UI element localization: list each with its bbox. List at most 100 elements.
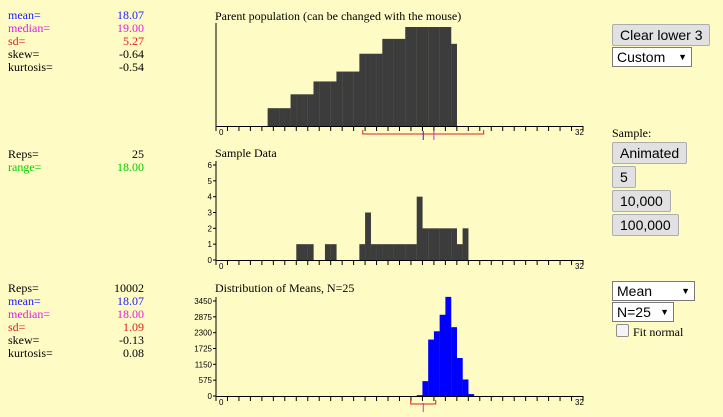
bar bbox=[428, 228, 435, 260]
bar bbox=[405, 244, 412, 260]
bar bbox=[302, 94, 308, 126]
bar bbox=[319, 81, 326, 126]
stat-row-kurtosis: kurtosis= -0.54 bbox=[8, 61, 144, 74]
chevron-down-icon: ▼ bbox=[681, 286, 690, 296]
stat-value: 0.08 bbox=[123, 346, 144, 360]
bar bbox=[433, 331, 440, 396]
bar bbox=[393, 244, 400, 260]
fit-normal-checkbox[interactable] bbox=[616, 324, 629, 337]
stat-label: Reps= bbox=[8, 147, 39, 161]
stat-value: 10002 bbox=[114, 281, 144, 295]
bar bbox=[388, 38, 394, 126]
x-tick-label: 0 bbox=[219, 262, 224, 271]
stat-row-skew: skew= -0.13 bbox=[8, 334, 144, 347]
bar bbox=[433, 228, 440, 260]
bar bbox=[422, 27, 429, 126]
fit-normal-control[interactable]: Fit normal bbox=[616, 324, 683, 340]
bar bbox=[330, 81, 337, 126]
bar bbox=[284, 108, 291, 126]
x-tick-label: 32 bbox=[575, 398, 584, 407]
statistic-select[interactable]: Mean ▼ bbox=[612, 281, 695, 301]
bar bbox=[307, 94, 314, 126]
stat-label: sd= bbox=[8, 320, 26, 334]
bar bbox=[405, 27, 412, 126]
stat-value: 19.00 bbox=[117, 21, 144, 35]
bar bbox=[422, 381, 429, 396]
x-tick-label: 0 bbox=[219, 398, 224, 407]
means-chart: 0 32 0 575 1150 1725 2300 2875 3450 bbox=[194, 296, 584, 412]
stat-value: -0.54 bbox=[119, 60, 144, 74]
parent-chart[interactable]: 0 32 bbox=[200, 20, 592, 145]
x-tick-label: 32 bbox=[575, 128, 584, 137]
animated-button[interactable]: Animated bbox=[612, 142, 688, 164]
x-tick-label: 0 bbox=[219, 128, 224, 137]
distribution-select[interactable]: Custom ▼ bbox=[612, 47, 692, 67]
stat-row-kurtosis: kurtosis= 0.08 bbox=[8, 347, 144, 360]
y-tick-label: 3450 bbox=[194, 297, 212, 306]
means-stats: Reps= 10002 mean= 18.07 median= 18.00 sd= 1.09 s… bbox=[8, 282, 144, 360]
sample-stats: Reps= 25 range= 18.00 bbox=[8, 148, 144, 174]
means-title: Distribution of Means, N=25 bbox=[215, 281, 355, 295]
bar bbox=[468, 394, 475, 396]
bar bbox=[428, 27, 435, 126]
bar bbox=[399, 244, 406, 260]
fit-normal-label: Fit normal bbox=[633, 325, 684, 339]
stat-value: 1.09 bbox=[123, 320, 144, 334]
chevron-down-icon: ▼ bbox=[660, 307, 669, 317]
bar bbox=[382, 38, 389, 126]
stat-label: mean= bbox=[8, 8, 41, 22]
distribution-select-value: Custom bbox=[617, 49, 666, 65]
bar bbox=[376, 244, 383, 260]
stat-row-range: range= 18.00 bbox=[8, 161, 144, 174]
n-select[interactable]: N=25 ▼ bbox=[612, 302, 674, 322]
bar bbox=[342, 71, 349, 126]
bar bbox=[273, 108, 280, 126]
stat-label: range= bbox=[8, 160, 42, 174]
bar bbox=[290, 94, 297, 126]
bar bbox=[416, 196, 423, 260]
bar bbox=[324, 81, 331, 126]
bar bbox=[451, 43, 457, 126]
bar bbox=[399, 38, 406, 126]
bar bbox=[416, 395, 423, 396]
stat-value: 18.07 bbox=[117, 294, 144, 308]
parent-title: Parent population (can be changed with t… bbox=[215, 9, 462, 23]
bar bbox=[365, 212, 371, 260]
stat-label: skew= bbox=[8, 333, 40, 347]
stat-value: 25 bbox=[132, 147, 144, 161]
sample-title: Sample Data bbox=[215, 146, 277, 160]
bar bbox=[376, 53, 383, 127]
y-tick-label: 0 bbox=[208, 256, 213, 265]
bar bbox=[445, 296, 452, 396]
bar bbox=[359, 244, 366, 260]
bar bbox=[388, 244, 394, 260]
stat-row-sd: sd= 1.09 bbox=[8, 321, 144, 334]
sample-5-button[interactable]: 5 bbox=[612, 166, 636, 188]
bar bbox=[347, 71, 354, 126]
y-tick-label: 575 bbox=[199, 376, 213, 385]
sample-10000-button[interactable]: 10,000 bbox=[612, 190, 671, 212]
bar bbox=[279, 108, 285, 126]
stat-row-Reps: Reps= 10002 bbox=[8, 282, 144, 295]
bar bbox=[433, 27, 440, 126]
sample-100000-button[interactable]: 100,000 bbox=[612, 214, 679, 236]
y-tick-label: 1 bbox=[208, 240, 213, 249]
bar bbox=[456, 358, 463, 396]
clear-lower-button[interactable]: Clear lower 3 bbox=[612, 24, 711, 46]
stat-value: 18.00 bbox=[117, 307, 144, 321]
y-tick-label: 2300 bbox=[194, 329, 212, 338]
bar bbox=[382, 244, 389, 260]
stat-row-median: median= 18.00 bbox=[8, 308, 144, 321]
bar bbox=[462, 379, 469, 396]
bar bbox=[416, 27, 423, 126]
bar bbox=[451, 228, 457, 260]
bar bbox=[353, 71, 360, 126]
stat-row-median: median= 19.00 bbox=[8, 22, 144, 35]
stat-label: median= bbox=[8, 21, 51, 35]
bar bbox=[307, 244, 314, 260]
y-tick-label: 1725 bbox=[194, 345, 212, 354]
y-tick-label: 1150 bbox=[195, 360, 213, 369]
stat-label: skew= bbox=[8, 47, 40, 61]
bar bbox=[445, 27, 452, 126]
bar bbox=[296, 244, 303, 260]
